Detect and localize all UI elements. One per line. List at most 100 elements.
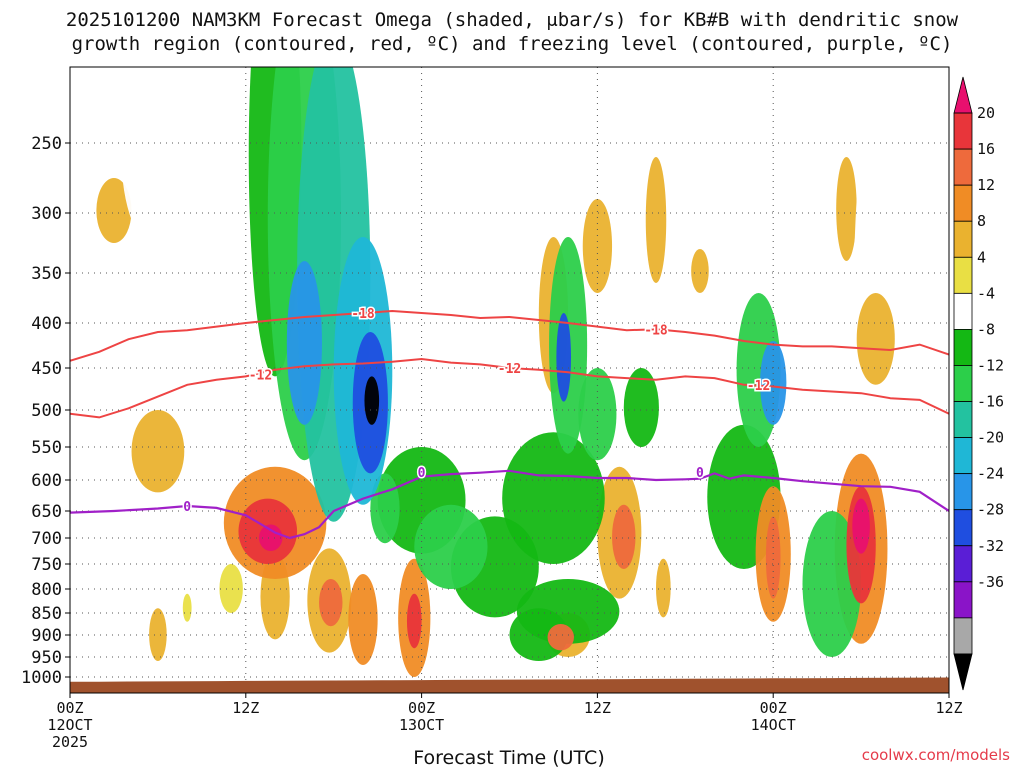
omega-region-48 [547, 624, 574, 651]
ground-terrain [70, 677, 949, 693]
omega-region-0 [219, 564, 243, 613]
x-tick-label-36-0: 12Z [584, 699, 611, 717]
omega-region-60 [760, 341, 787, 425]
colorbar-label-11: -28 [977, 501, 1004, 519]
colorbar-label-2: 12 [977, 176, 995, 194]
contour-label-dgz-0-0: -18 [351, 307, 375, 322]
y-tick-label-400: 400 [31, 314, 62, 334]
contour-label-dgz-1-2: -12 [747, 379, 770, 394]
omega-region-59 [286, 261, 322, 425]
colorbar-label-6: -8 [977, 320, 995, 338]
omega-region-8 [836, 157, 857, 261]
chart-title-line2: growth region (contoured, red, ºC) and f… [71, 33, 953, 55]
colorbar-label-13: -36 [977, 573, 1004, 591]
omega-region-31 [623, 368, 659, 447]
omega-region-24 [856, 293, 895, 385]
colorbar-bin-8 [953, 365, 973, 402]
omega-region-35 [502, 432, 605, 564]
x-tick-label-48-0: 00Z [760, 699, 787, 717]
y-tick-label-650: 650 [31, 502, 62, 522]
colorbar-bin-15 [953, 617, 973, 655]
y-tick-label-900: 900 [31, 626, 62, 646]
x-tick-label-12-0: 12Z [232, 699, 259, 717]
contour-label-freezing-2: 0 [696, 466, 704, 481]
x-tick-label-0-1: 12OCT [47, 716, 92, 734]
omega-region-63 [364, 376, 380, 425]
colorbar-bin-9 [953, 401, 973, 438]
colorbar-bin-7 [953, 329, 973, 366]
contour-line-dgz-1 [70, 357, 949, 419]
omega-region-5 [582, 199, 613, 293]
y-tick-label-450: 450 [31, 359, 62, 379]
contour-label-freezing-0: 0 [183, 500, 191, 515]
y-tick-label-300: 300 [31, 204, 62, 224]
colorbar-label-9: -20 [977, 429, 1004, 447]
y-tick-label-550: 550 [31, 438, 62, 458]
omega-region-21 [883, 67, 949, 368]
y-tick-label-750: 750 [31, 555, 62, 575]
colorbar-bin-6 [953, 292, 973, 330]
x-tick-label-24-0: 00Z [408, 699, 435, 717]
omega-region-2 [131, 410, 185, 493]
omega-region-61 [556, 313, 572, 402]
omega-region-50 [765, 516, 781, 599]
y-tick-label-700: 700 [31, 529, 62, 549]
colorbar-bin-4 [953, 220, 973, 258]
colorbar-label-1: 16 [977, 140, 995, 158]
omega-region-1 [182, 593, 192, 622]
omega-region-16 [428, 67, 503, 237]
contour-label-dgz-0-1: -18 [644, 323, 668, 338]
y-tick-label-850: 850 [31, 604, 62, 624]
colorbar-bin-11 [953, 473, 973, 511]
colorbar-bin-16 [953, 653, 973, 691]
contour-label-freezing-1: 0 [418, 466, 426, 481]
omega-region-56 [258, 524, 283, 551]
colorbar-bin-12 [953, 509, 973, 547]
y-tick-label-500: 500 [31, 401, 62, 421]
x-tick-label-24-1: 13OCT [399, 716, 444, 734]
y-tick-label-350: 350 [31, 264, 62, 284]
y-tick-label-800: 800 [31, 580, 62, 600]
colorbar-bin-10 [953, 437, 973, 475]
x-tick-label-0-2: 2025 [52, 733, 88, 751]
y-tick-label-600: 600 [31, 471, 62, 491]
colorbar-label-4: 4 [977, 248, 986, 266]
colorbar-label-3: 8 [977, 212, 986, 230]
omega-region-9 [691, 249, 709, 293]
x-tick-label-48-1: 14OCT [751, 716, 796, 734]
plot-frame [69, 66, 950, 694]
contour-label-dgz-1-1: -12 [498, 362, 521, 377]
colorbar-bin-13 [953, 545, 973, 583]
omega-region-57 [852, 498, 870, 554]
temperature-contours: -18 -18 -12 -12 -12 0 0 0 [70, 306, 949, 540]
omega-region-51 [319, 579, 343, 627]
omega-region-41 [802, 511, 862, 657]
colorbar-label-12: -32 [977, 537, 1004, 555]
omega-region-46 [578, 368, 617, 461]
colorbar-bin-14 [953, 581, 973, 619]
x-axis-label: Forecast Time (UTC) [413, 747, 604, 768]
omega-region-49 [612, 504, 636, 569]
omega-region-13 [169, 87, 205, 225]
omega-shading [92, 67, 949, 678]
omega-region-18 [648, 67, 752, 157]
omega-region-4 [149, 608, 167, 661]
chart-title-line1: 2025101200 NAM3KM Forecast Omega (shaded… [65, 9, 959, 31]
credit-link[interactable]: coolwx.com/models [861, 746, 1010, 764]
omega-region-3 [96, 178, 132, 243]
x-tick-label-0-0: 00Z [56, 699, 83, 717]
omega-region-43 [370, 473, 400, 544]
colorbar-label-7: -12 [977, 356, 1004, 374]
y-tick-label-250: 250 [31, 134, 62, 154]
omega-region-6 [645, 157, 667, 283]
x-tick-label-60-0: 12Z [935, 699, 962, 717]
axes: 250 300 350 400 450 500 550 600 650 700 750 800 8509… [21, 134, 963, 751]
omega-region-20 [758, 67, 847, 199]
colorbar-bin-3 [953, 184, 973, 222]
y-tick-label-1000: 1000 [21, 668, 62, 688]
omega-region-37 [348, 574, 378, 665]
colorbar-bin-1 [953, 112, 973, 150]
colorbar-label-8: -16 [977, 393, 1004, 411]
colorbar-bin-2 [953, 148, 973, 186]
